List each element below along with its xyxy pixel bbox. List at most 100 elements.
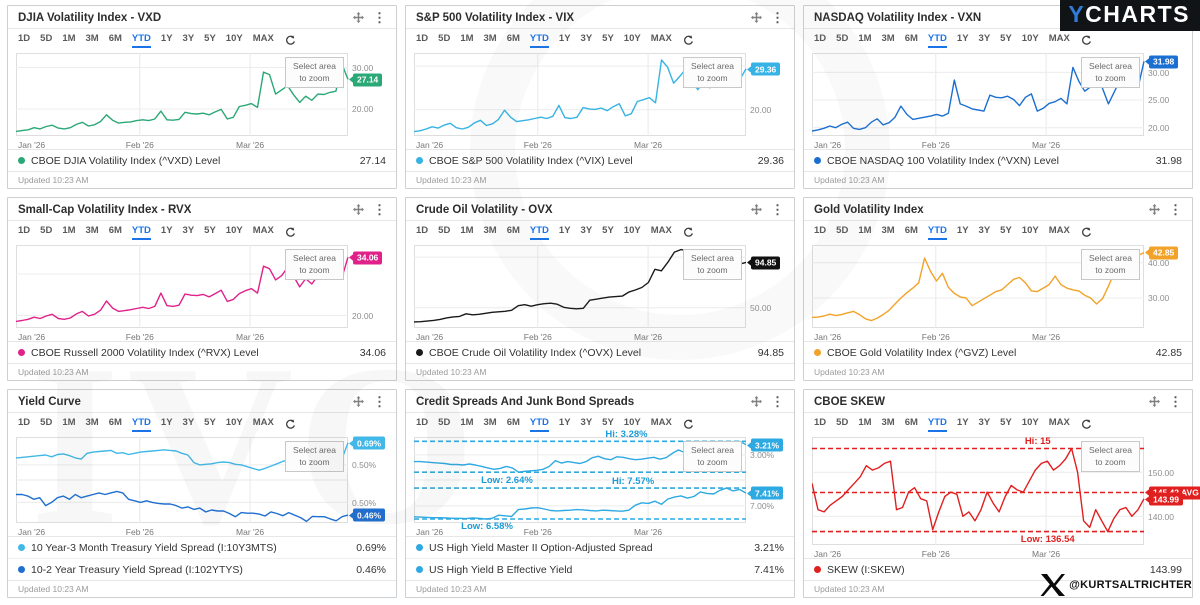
refresh-icon[interactable] (285, 227, 296, 238)
range-button-1m[interactable]: 1M (460, 33, 474, 44)
move-icon[interactable] (1149, 396, 1160, 407)
range-button-5y[interactable]: 5Y (602, 417, 614, 428)
range-button-1d[interactable]: 1D (18, 417, 31, 428)
range-button-ytd[interactable]: YTD (529, 225, 549, 241)
refresh-icon[interactable] (1081, 227, 1092, 238)
range-button-5y[interactable]: 5Y (1000, 417, 1012, 428)
range-button-3y[interactable]: 3Y (580, 417, 593, 428)
range-button-max[interactable]: MAX (1048, 417, 1070, 428)
range-button-max[interactable]: MAX (1048, 33, 1070, 44)
chart-area[interactable]: 40.00 30.00 Jan '26 Feb '26 Mar '26 Select ar… (812, 245, 1184, 342)
range-button-1m[interactable]: 1M (460, 225, 474, 236)
range-button-6m[interactable]: 6M (506, 33, 520, 44)
range-button-3m[interactable]: 3M (483, 33, 497, 44)
range-button-ytd[interactable]: YTD (529, 417, 549, 433)
range-button-3y[interactable]: 3Y (978, 417, 991, 428)
range-button-1m[interactable]: 1M (460, 417, 474, 428)
range-button-1y[interactable]: 1Y (160, 33, 173, 44)
range-button-3y[interactable]: 3Y (978, 33, 991, 44)
range-button-3m[interactable]: 3M (85, 225, 99, 236)
range-button-3m[interactable]: 3M (85, 33, 99, 44)
kebab-menu-icon[interactable]: ⋮ (771, 10, 784, 25)
refresh-icon[interactable] (1081, 35, 1092, 46)
range-button-3y[interactable]: 3Y (978, 225, 991, 236)
chart-area[interactable]: 150.00 140.00 Jan '26 Feb '26 Mar '26 Select … (812, 436, 1200, 559)
chart-area[interactable]: 30.00 20.00 Jan '26 Feb '26 Mar '26 Select ar… (16, 53, 388, 150)
range-button-1y[interactable]: 1Y (160, 225, 173, 236)
range-button-1d[interactable]: 1D (814, 417, 827, 428)
move-icon[interactable] (751, 204, 762, 215)
chart-area[interactable]: 50.00 Jan '26 Feb '26 Mar '26 Select area to … (414, 245, 786, 342)
range-button-1y[interactable]: 1Y (558, 225, 571, 236)
range-button-3m[interactable]: 3M (483, 225, 497, 236)
refresh-icon[interactable] (285, 35, 296, 46)
range-button-1m[interactable]: 1M (62, 417, 76, 428)
range-button-3y[interactable]: 3Y (580, 225, 593, 236)
range-button-ytd[interactable]: YTD (927, 417, 947, 433)
move-icon[interactable] (353, 396, 364, 407)
range-button-1d[interactable]: 1D (814, 33, 827, 44)
range-button-10y[interactable]: 10Y (1021, 33, 1039, 44)
chart-area[interactable]: 3.00% 7.00% Jan '26 Feb '26 Mar '26 Select ar… (414, 429, 786, 537)
range-button-5d[interactable]: 5D (836, 417, 849, 428)
range-button-1y[interactable]: 1Y (160, 417, 173, 428)
range-button-5y[interactable]: 5Y (1000, 225, 1012, 236)
range-button-1m[interactable]: 1M (858, 417, 872, 428)
range-button-5d[interactable]: 5D (40, 225, 53, 236)
range-button-5d[interactable]: 5D (836, 33, 849, 44)
range-button-5d[interactable]: 5D (40, 33, 53, 44)
range-button-3m[interactable]: 3M (881, 33, 895, 44)
chart-area[interactable]: 0.50% 0.50% Jan '26 Feb '26 Mar '26 Select ar… (16, 436, 388, 537)
range-button-1d[interactable]: 1D (18, 225, 31, 236)
kebab-menu-icon[interactable]: ⋮ (373, 394, 386, 409)
range-button-max[interactable]: MAX (252, 225, 274, 236)
range-button-ytd[interactable]: YTD (927, 33, 947, 49)
range-button-max[interactable]: MAX (650, 417, 672, 428)
range-button-ytd[interactable]: YTD (529, 33, 549, 49)
range-button-10y[interactable]: 10Y (225, 417, 243, 428)
range-button-max[interactable]: MAX (252, 33, 274, 44)
move-icon[interactable] (353, 204, 364, 215)
range-button-1m[interactable]: 1M (62, 225, 76, 236)
range-button-max[interactable]: MAX (650, 33, 672, 44)
range-button-1y[interactable]: 1Y (956, 33, 969, 44)
range-button-ytd[interactable]: YTD (131, 33, 151, 49)
chart-area[interactable]: 30.00 25.00 20.00 Jan '26 Feb '26 Mar '26 Sele… (812, 53, 1184, 150)
range-button-5d[interactable]: 5D (438, 225, 451, 236)
move-icon[interactable] (751, 12, 762, 23)
range-button-1d[interactable]: 1D (416, 33, 429, 44)
range-button-max[interactable]: MAX (1048, 225, 1070, 236)
range-button-6m[interactable]: 6M (108, 225, 122, 236)
range-button-10y[interactable]: 10Y (623, 417, 641, 428)
range-button-1m[interactable]: 1M (858, 225, 872, 236)
kebab-menu-icon[interactable]: ⋮ (1169, 394, 1182, 409)
kebab-menu-icon[interactable]: ⋮ (1169, 202, 1182, 217)
range-button-1y[interactable]: 1Y (558, 417, 571, 428)
range-button-3y[interactable]: 3Y (182, 33, 195, 44)
range-button-5y[interactable]: 5Y (1000, 33, 1012, 44)
move-icon[interactable] (1149, 204, 1160, 215)
range-button-5y[interactable]: 5Y (204, 417, 216, 428)
range-button-5y[interactable]: 5Y (204, 33, 216, 44)
range-button-5d[interactable]: 5D (836, 225, 849, 236)
range-button-10y[interactable]: 10Y (1021, 225, 1039, 236)
range-button-10y[interactable]: 10Y (623, 225, 641, 236)
range-button-6m[interactable]: 6M (506, 417, 520, 428)
range-button-6m[interactable]: 6M (108, 33, 122, 44)
kebab-menu-icon[interactable]: ⋮ (373, 10, 386, 25)
range-button-10y[interactable]: 10Y (623, 33, 641, 44)
range-button-ytd[interactable]: YTD (927, 225, 947, 241)
range-button-5d[interactable]: 5D (40, 417, 53, 428)
range-button-5y[interactable]: 5Y (602, 225, 614, 236)
range-button-ytd[interactable]: YTD (131, 225, 151, 241)
range-button-3m[interactable]: 3M (881, 225, 895, 236)
range-button-10y[interactable]: 10Y (225, 225, 243, 236)
chart-area[interactable]: 20.00 Jan '26 Feb '26 Mar '26 Select area to … (16, 245, 388, 342)
move-icon[interactable] (751, 396, 762, 407)
range-button-1d[interactable]: 1D (416, 417, 429, 428)
refresh-icon[interactable] (683, 227, 694, 238)
range-button-10y[interactable]: 10Y (225, 33, 243, 44)
range-button-5d[interactable]: 5D (438, 417, 451, 428)
range-button-3m[interactable]: 3M (881, 417, 895, 428)
range-button-1d[interactable]: 1D (814, 225, 827, 236)
